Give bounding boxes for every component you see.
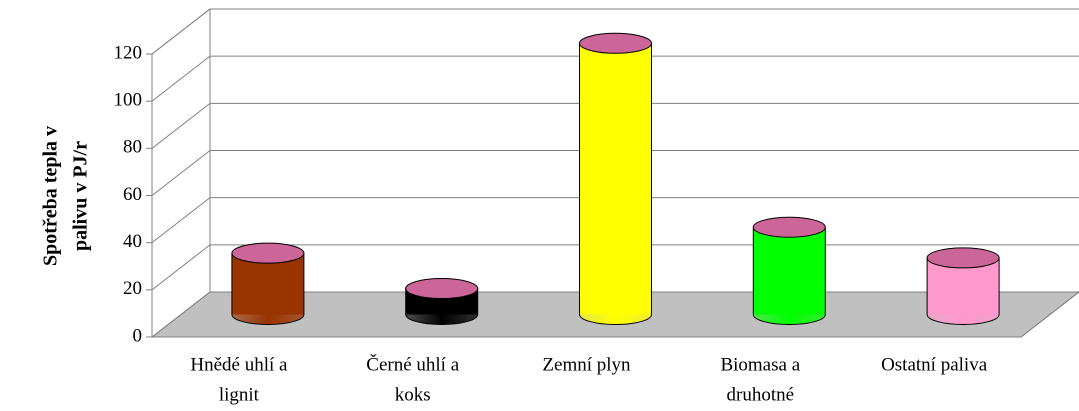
x-tick-label: Zemní plyn bbox=[542, 354, 631, 375]
y-axis-label-line: Spotřeba tepla v bbox=[40, 126, 62, 266]
y-tick-label: 60 bbox=[123, 184, 142, 205]
x-tick-label: Černé uhlí a bbox=[366, 353, 459, 375]
y-tick-label: 80 bbox=[123, 137, 142, 158]
bar bbox=[926, 257, 1000, 325]
x-tick-label: Biomasa a bbox=[720, 354, 800, 375]
x-tick-label: Hnědé uhlí a bbox=[190, 354, 288, 375]
grid-line bbox=[151, 150, 211, 196]
y-tick-label: 0 bbox=[133, 325, 143, 346]
bar-top bbox=[231, 242, 305, 264]
bar-top bbox=[926, 247, 1000, 269]
grid-line bbox=[151, 8, 211, 55]
y-tick-label: 40 bbox=[123, 231, 142, 252]
y-tick-label: 100 bbox=[114, 90, 143, 111]
y-tick-label: 120 bbox=[114, 42, 143, 63]
grid-line bbox=[151, 197, 211, 244]
y-tick-label: 20 bbox=[123, 278, 142, 299]
bar-top bbox=[752, 216, 826, 238]
bar bbox=[579, 42, 652, 325]
x-tick-label: druhotné bbox=[727, 384, 795, 405]
x-tick-label: lignit bbox=[219, 384, 260, 405]
x-tick-label: koks bbox=[395, 384, 431, 405]
grid-line bbox=[151, 291, 211, 338]
x-tick-label: Ostatní paliva bbox=[881, 354, 988, 375]
y-axis-label-line: palivu v PJ/r bbox=[70, 141, 92, 251]
y-axis-label: Spotřeba tepla v palivu v PJ/r bbox=[40, 126, 92, 266]
bar-top bbox=[579, 32, 652, 54]
grid-line bbox=[151, 102, 211, 149]
bar bbox=[231, 252, 305, 325]
grid-line bbox=[151, 244, 211, 291]
bar bbox=[752, 226, 826, 325]
floor-right-edge bbox=[1020, 291, 1079, 338]
grid-line bbox=[151, 55, 211, 102]
bar-top bbox=[405, 278, 479, 300]
